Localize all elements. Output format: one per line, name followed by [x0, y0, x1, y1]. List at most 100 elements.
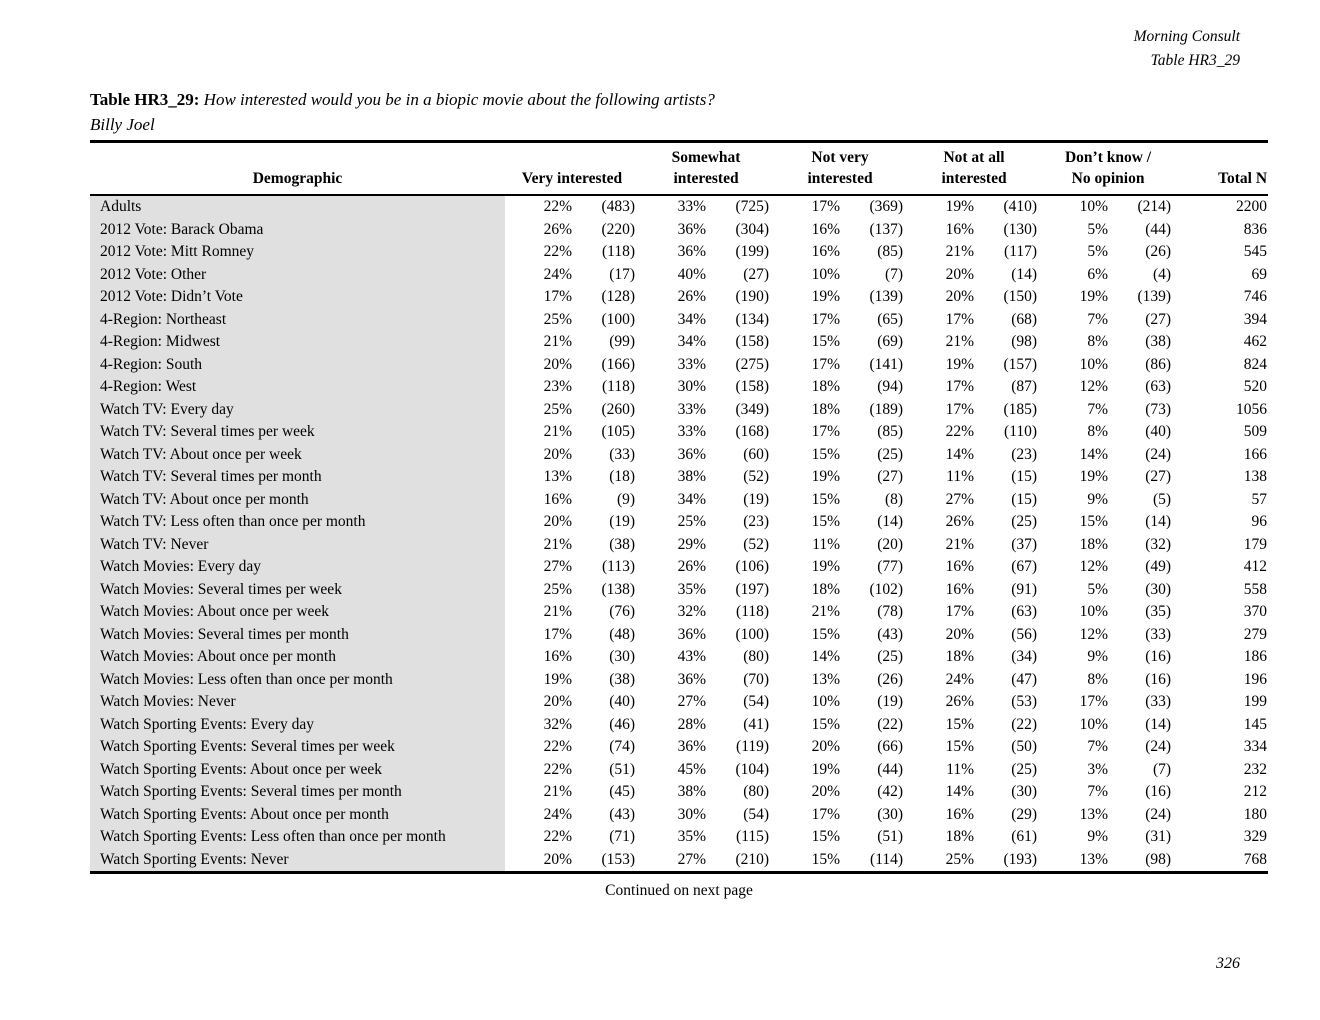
- total-n-cell: 232: [1243, 760, 1268, 778]
- value-cell: 16%: [945, 580, 975, 598]
- value-cell: 5%: [1087, 580, 1109, 598]
- demographic-cell: Watch Sporting Events: Never: [90, 848, 505, 873]
- value-cell: 13%: [1079, 850, 1109, 868]
- value-cell: 23%: [543, 378, 572, 395]
- table-row: Watch TV: Every day 25% (260) 33% (349) 18% (1…: [90, 398, 1268, 421]
- total-n-cell: 509: [1243, 423, 1268, 440]
- page-number: 326: [1216, 955, 1240, 972]
- value-cell: (71): [609, 828, 636, 845]
- value-cell: (76): [609, 603, 636, 620]
- demographic-cell: Watch Sporting Events: Less often than o…: [90, 826, 505, 849]
- value-cell: (70): [743, 670, 770, 688]
- total-n-cell: 196: [1243, 670, 1268, 688]
- value-cell: 25%: [677, 513, 707, 530]
- value-cell: (141): [869, 355, 904, 373]
- table-row: Adults 22% (483) 33% (725) 17% (369) 19% (410) 10…: [90, 195, 1268, 219]
- value-cell: (15): [1011, 468, 1038, 485]
- value-cell: (38): [1145, 333, 1172, 350]
- value-cell: 15%: [811, 513, 841, 530]
- value-cell: (46): [609, 715, 636, 733]
- value-cell: 22%: [543, 243, 572, 260]
- value-cell: 18%: [811, 580, 841, 598]
- column-header-very-interested: Very interested: [505, 141, 640, 196]
- value-cell: (25): [877, 648, 904, 665]
- value-cell: 9%: [1087, 490, 1109, 508]
- column-header-demographic: Demographic: [90, 141, 505, 196]
- value-cell: (16): [1145, 783, 1172, 800]
- value-cell: (114): [870, 850, 904, 868]
- value-cell: 20%: [811, 738, 841, 755]
- value-cell: 12%: [1079, 378, 1109, 395]
- value-cell: 17%: [945, 400, 975, 418]
- value-cell: 38%: [677, 783, 707, 800]
- total-n-cell: 145: [1243, 715, 1268, 733]
- total-n-cell: 558: [1243, 580, 1268, 598]
- value-cell: 20%: [543, 355, 572, 373]
- value-cell: (29): [1011, 805, 1038, 823]
- value-cell: 26%: [677, 558, 707, 575]
- value-cell: (197): [735, 580, 770, 598]
- value-cell: (98): [1011, 333, 1038, 350]
- value-cell: 15%: [811, 850, 841, 868]
- value-cell: (7): [1152, 760, 1172, 778]
- value-cell: 15%: [811, 828, 841, 845]
- continued-note: Continued on next page: [605, 882, 753, 899]
- value-cell: 36%: [677, 625, 707, 643]
- value-cell: (38): [609, 535, 636, 553]
- value-cell: (157): [1003, 355, 1038, 373]
- column-header-total-n: Total N: [1175, 141, 1269, 196]
- value-cell: 20%: [945, 265, 975, 283]
- value-cell: (30): [877, 805, 904, 823]
- total-n-cell: 462: [1243, 333, 1268, 350]
- document-source: Morning Consult Table HR3_29: [1134, 25, 1240, 73]
- value-cell: 27%: [543, 558, 572, 575]
- value-cell: 19%: [1079, 288, 1109, 305]
- value-cell: (118): [602, 243, 636, 260]
- value-cell: 26%: [677, 288, 707, 305]
- value-cell: (14): [1145, 715, 1172, 733]
- demographic-cell: Watch Movies: Several times per month: [90, 623, 505, 646]
- total-n-cell: 57: [1251, 490, 1268, 508]
- value-cell: 22%: [543, 760, 572, 778]
- value-cell: 17%: [811, 423, 841, 440]
- value-cell: (44): [877, 760, 904, 778]
- value-cell: (26): [1145, 243, 1172, 260]
- demographic-cell: Watch Movies: About once per week: [90, 601, 505, 624]
- value-cell: 19%: [945, 355, 975, 373]
- value-cell: (369): [869, 198, 904, 215]
- value-cell: 7%: [1087, 310, 1109, 328]
- value-cell: (25): [1011, 760, 1038, 778]
- value-cell: (27): [1145, 310, 1172, 328]
- demographic-cell: 4-Region: West: [90, 376, 505, 399]
- value-cell: 9%: [1087, 828, 1109, 845]
- total-n-cell: 370: [1243, 603, 1268, 620]
- value-cell: (40): [609, 693, 636, 710]
- value-cell: (158): [735, 333, 770, 350]
- value-cell: (22): [1011, 715, 1038, 733]
- value-cell: 15%: [811, 333, 841, 350]
- demographic-cell: Watch TV: Every day: [90, 398, 505, 421]
- column-header-somewhat-interested: Somewhat interested: [639, 141, 774, 196]
- value-cell: 10%: [811, 265, 841, 283]
- value-cell: (139): [869, 288, 904, 305]
- value-cell: (86): [1145, 355, 1172, 373]
- value-cell: (117): [1004, 243, 1038, 260]
- value-cell: (38): [609, 670, 636, 688]
- total-n-cell: 412: [1243, 558, 1268, 575]
- value-cell: (33): [1145, 625, 1172, 643]
- demographic-cell: Watch TV: Several times per week: [90, 421, 505, 444]
- value-cell: 18%: [945, 648, 975, 665]
- demographic-cell: Watch Sporting Events: Every day: [90, 713, 505, 736]
- value-cell: 15%: [811, 625, 841, 643]
- total-n-cell: 166: [1243, 445, 1268, 463]
- value-cell: (304): [735, 220, 770, 238]
- value-cell: 8%: [1087, 423, 1109, 440]
- total-n-cell: 545: [1243, 243, 1268, 260]
- value-cell: (25): [1011, 513, 1038, 530]
- value-cell: 20%: [543, 693, 572, 710]
- demographic-cell: 2012 Vote: Didn’t Vote: [90, 286, 505, 309]
- value-cell: 36%: [677, 220, 707, 238]
- value-cell: 8%: [1087, 333, 1109, 350]
- value-cell: (19): [877, 693, 904, 710]
- value-cell: 35%: [677, 580, 707, 598]
